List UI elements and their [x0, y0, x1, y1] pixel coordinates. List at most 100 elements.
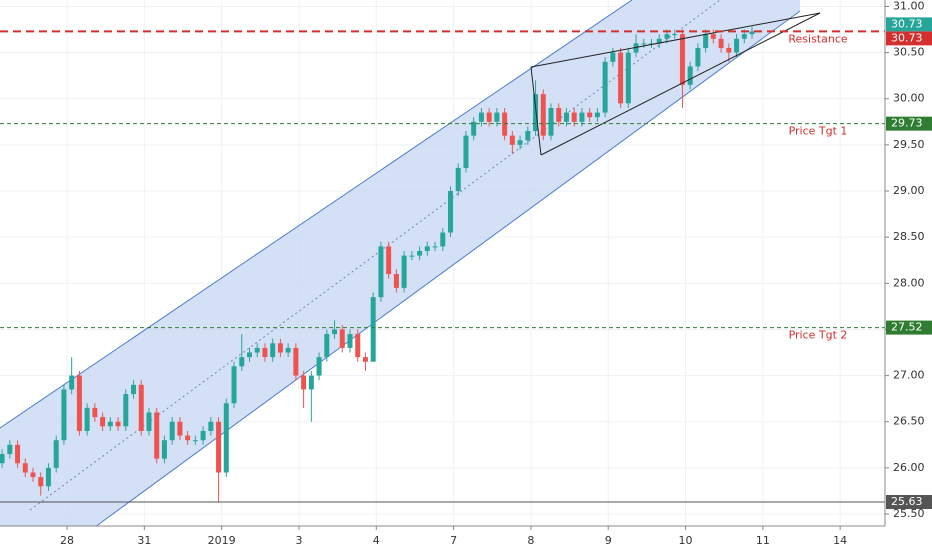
x-tick-label: 11 [756, 534, 770, 547]
x-tick-label: 7 [450, 534, 457, 547]
candle-body [231, 366, 237, 404]
wedge-lower [540, 12, 821, 156]
axes: 25.5026.0026.5027.0027.5028.0028.5029.00… [60, 0, 932, 547]
candle-body [100, 417, 106, 427]
y-tick-label: 29.00 [893, 184, 925, 197]
x-tick-label: 8 [527, 534, 534, 547]
level-tag [886, 116, 932, 131]
candle-body [277, 343, 283, 353]
candle-body [432, 246, 438, 248]
candle-body [293, 347, 299, 376]
price-axis-bg [885, 0, 932, 550]
candle-body [401, 255, 407, 288]
candle-body [200, 430, 206, 441]
candle-body [347, 334, 353, 348]
candle-body [131, 384, 137, 395]
candle-body [486, 112, 492, 122]
level-name: Resistance [788, 32, 848, 45]
candle-body [594, 112, 600, 118]
candle-body [463, 135, 469, 168]
candle-body [316, 357, 322, 376]
candle-body [92, 407, 98, 418]
candle-body [656, 38, 662, 44]
candle-body [76, 375, 82, 431]
y-tick-label: 30.00 [893, 92, 925, 105]
candle-body [610, 52, 616, 62]
candle-body [726, 47, 732, 53]
candle-body [509, 135, 515, 145]
candle-body [417, 251, 423, 256]
candle-body [45, 467, 51, 487]
candle-body [285, 347, 291, 353]
candle-body [22, 463, 28, 473]
wedge-left [530, 66, 542, 156]
y-tick-label: 31.00 [893, 0, 925, 12]
candle-body [734, 38, 740, 53]
x-tick-label: 10 [679, 534, 693, 547]
candle-body [254, 347, 260, 353]
candle-body [749, 31, 755, 35]
candle-body [239, 357, 245, 367]
candle-body [123, 394, 129, 427]
candle-body [169, 421, 175, 441]
candle-body [409, 255, 415, 257]
candle-body [494, 112, 500, 122]
candle-body [84, 407, 90, 431]
candle-body [587, 112, 593, 118]
candle-body [216, 421, 222, 473]
candle-body [625, 52, 631, 104]
last-price-label: 30.73 [891, 17, 923, 30]
candle-body [138, 384, 144, 431]
y-tick-label: 28.00 [893, 276, 925, 289]
candle-body [525, 131, 531, 141]
candle-body [540, 94, 546, 136]
candle-body [15, 444, 21, 464]
candle-body [664, 34, 670, 39]
candle-body [378, 246, 384, 298]
candle-body [223, 403, 229, 473]
candle-body [533, 94, 539, 132]
candle-body [471, 121, 477, 136]
y-tick-label: 28.50 [893, 230, 925, 243]
candle-body [301, 375, 307, 390]
x-tick-label: 9 [605, 534, 612, 547]
candle-body [695, 47, 701, 67]
candle-body [571, 112, 577, 122]
x-tick-label: 2019 [208, 534, 236, 547]
candle-body [710, 34, 716, 39]
candle-body [185, 435, 191, 441]
candle-body [370, 297, 376, 362]
candle-body [641, 43, 647, 45]
y-tick-label: 30.50 [893, 46, 925, 59]
candle-body [741, 34, 747, 39]
level-tag-label: 30.73 [891, 31, 923, 44]
candle-body [38, 477, 44, 487]
wedge-upper [530, 12, 821, 68]
candle-body [393, 274, 399, 288]
candle-body [687, 66, 693, 85]
candle-body [324, 334, 330, 358]
candle-body [177, 421, 183, 436]
candle-body [61, 389, 67, 441]
candle-body [455, 167, 461, 192]
y-tick-label: 25.50 [893, 507, 925, 520]
candle-body [424, 246, 430, 252]
candle-body [563, 112, 569, 122]
candle-body [548, 107, 554, 136]
candle-body [308, 375, 314, 390]
candle-body [115, 421, 121, 427]
candle-body [478, 112, 484, 122]
y-tick-label: 29.50 [893, 138, 925, 151]
candle-body [556, 107, 562, 122]
candle-body [703, 34, 709, 48]
candle-body [161, 440, 167, 459]
y-tick-label: 26.50 [893, 415, 925, 428]
y-tick-label: 27.00 [893, 369, 925, 382]
time-axis-bg [0, 526, 885, 550]
candle-body [448, 191, 454, 233]
candle-body [146, 412, 152, 431]
candle-body [672, 34, 678, 36]
candle-body [355, 334, 361, 358]
candle-body [679, 34, 685, 85]
candle-body [154, 412, 160, 459]
